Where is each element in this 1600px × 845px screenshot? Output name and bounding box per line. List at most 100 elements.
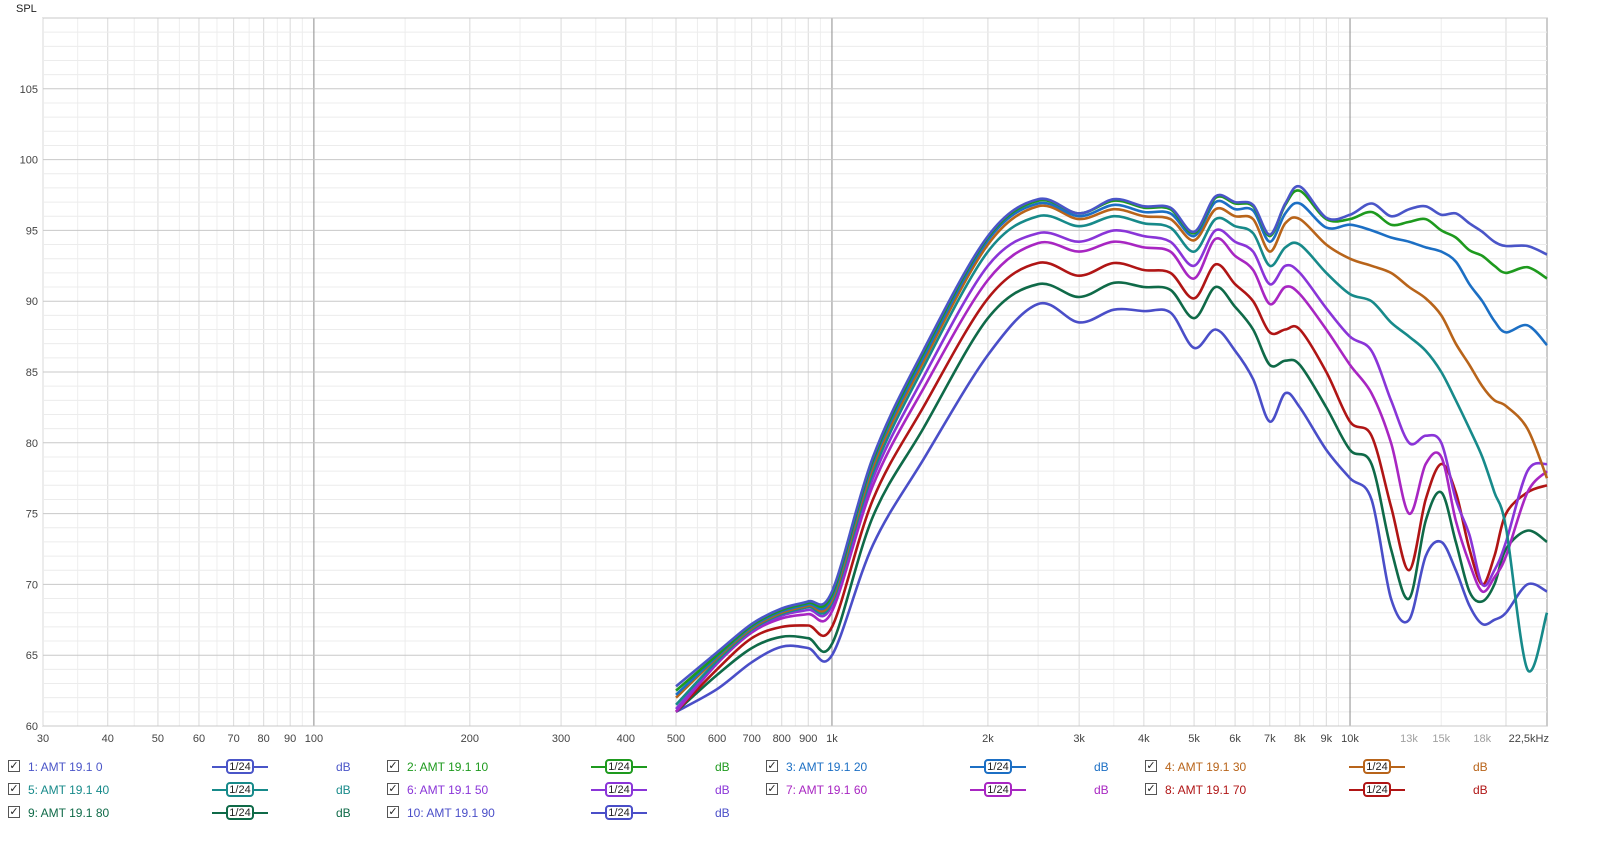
legend-checkbox[interactable]: ✓ — [8, 783, 20, 795]
legend-label[interactable]: 6: AMT 19.1 50 — [407, 783, 489, 797]
legend: ✓ 1: AMT 19.1 0 1/24 dB ✓ 2: AMT 19.1 10 1/24 d… — [0, 752, 1600, 844]
x-tick-label: 500 — [667, 733, 685, 745]
y-tick-label: 75 — [26, 509, 38, 521]
x-tick-label: 300 — [552, 733, 570, 745]
x-tick-label: 15k — [1432, 733, 1450, 745]
smoothing-label: 1/24 — [605, 805, 633, 820]
smoothing-control[interactable]: 1/24 — [1349, 758, 1405, 776]
smoothing-control[interactable]: 1/24 — [212, 781, 268, 799]
x-tick-label: 40 — [102, 733, 114, 745]
legend-label[interactable]: 2: AMT 19.1 10 — [407, 760, 489, 774]
smoothing-label: 1/24 — [984, 759, 1012, 774]
x-tick-label: 400 — [617, 733, 635, 745]
smoothing-label: 1/24 — [226, 782, 254, 797]
y-axis-label: SPL — [16, 3, 37, 15]
smoothing-label: 1/24 — [226, 805, 254, 820]
x-tick-label: 80 — [258, 733, 270, 745]
legend-item: ✓ 8: AMT 19.1 70 1/24 dB — [1137, 779, 1517, 802]
x-tick-label: 100 — [305, 733, 323, 745]
x-tick-label: 900 — [799, 733, 817, 745]
legend-label[interactable]: 7: AMT 19.1 60 — [786, 783, 868, 797]
legend-label[interactable]: 8: AMT 19.1 70 — [1165, 783, 1247, 797]
y-tick-label: 95 — [26, 225, 38, 237]
legend-checkbox[interactable]: ✓ — [1145, 760, 1157, 772]
series-line-10 — [675, 301, 1548, 713]
legend-item: ✓ 1: AMT 19.1 0 1/24 dB — [0, 756, 380, 779]
legend-checkbox[interactable]: ✓ — [766, 760, 778, 772]
x-tick-label: 800 — [773, 733, 791, 745]
y-tick-label: 80 — [26, 438, 38, 450]
legend-unit: dB — [336, 806, 351, 820]
frequency-response-chart: 60 65 70 75 80 85 90 95 100 105 30 40 50 60 70 80 90 100… — [16, 3, 1549, 745]
smoothing-control[interactable]: 1/24 — [591, 781, 647, 799]
legend-unit: dB — [715, 806, 730, 820]
x-tick-label: 10k — [1341, 733, 1359, 745]
legend-item: ✓ 3: AMT 19.1 20 1/24 dB — [758, 756, 1138, 779]
smoothing-label: 1/24 — [984, 782, 1012, 797]
legend-unit: dB — [1094, 760, 1109, 774]
x-tick-label: 60 — [193, 733, 205, 745]
legend-label[interactable]: 9: AMT 19.1 80 — [28, 806, 110, 820]
legend-unit: dB — [1094, 783, 1109, 797]
y-tick-label: 65 — [26, 650, 38, 662]
legend-checkbox[interactable]: ✓ — [1145, 783, 1157, 795]
legend-item: ✓ 4: AMT 19.1 30 1/24 dB — [1137, 756, 1517, 779]
legend-item: ✓ 2: AMT 19.1 10 1/24 dB — [379, 756, 759, 779]
y-tick-labels: 60 65 70 75 80 85 90 95 100 105 — [20, 84, 38, 733]
legend-unit: dB — [715, 783, 730, 797]
x-tick-label: 7k — [1264, 733, 1276, 745]
smoothing-label: 1/24 — [605, 782, 633, 797]
x-tick-label: 2k — [982, 733, 994, 745]
x-tick-label: 50 — [152, 733, 164, 745]
smoothing-control[interactable]: 1/24 — [212, 804, 268, 822]
x-tick-label: 8k — [1294, 733, 1306, 745]
smoothing-control[interactable]: 1/24 — [212, 758, 268, 776]
x-tick-label: 5k — [1188, 733, 1200, 745]
x-tick-label: 30 — [37, 733, 49, 745]
legend-unit: dB — [336, 760, 351, 774]
x-tick-label: 200 — [461, 733, 479, 745]
legend-label[interactable]: 5: AMT 19.1 40 — [28, 783, 110, 797]
smoothing-control[interactable]: 1/24 — [591, 758, 647, 776]
x-tick-label: 13k — [1400, 733, 1418, 745]
x-tick-labels: 30 40 50 60 70 80 90 100 200 300 400 500 600 700 800 90… — [37, 733, 1549, 745]
legend-checkbox[interactable]: ✓ — [387, 806, 399, 818]
y-tick-label: 85 — [26, 367, 38, 379]
legend-unit: dB — [336, 783, 351, 797]
smoothing-control[interactable]: 1/24 — [970, 758, 1026, 776]
x-tick-label: 90 — [284, 733, 296, 745]
legend-label[interactable]: 3: AMT 19.1 20 — [786, 760, 868, 774]
legend-checkbox[interactable]: ✓ — [8, 760, 20, 772]
x-tick-label: 4k — [1138, 733, 1150, 745]
series-line-9 — [675, 281, 1548, 713]
x-tick-label: 18k — [1473, 733, 1491, 745]
x-tick-label: 70 — [228, 733, 240, 745]
x-tick-label: 600 — [708, 733, 726, 745]
smoothing-control[interactable]: 1/24 — [591, 804, 647, 822]
legend-checkbox[interactable]: ✓ — [387, 760, 399, 772]
legend-label[interactable]: 4: AMT 19.1 30 — [1165, 760, 1247, 774]
series-line-7 — [675, 237, 1548, 713]
legend-label[interactable]: 1: AMT 19.1 0 — [28, 760, 103, 774]
legend-item: ✓ 6: AMT 19.1 50 1/24 dB — [379, 779, 759, 802]
legend-label[interactable]: 10: AMT 19.1 90 — [407, 806, 495, 820]
x-tick-label: 1k — [826, 733, 838, 745]
smoothing-label: 1/24 — [1363, 759, 1391, 774]
legend-checkbox[interactable]: ✓ — [387, 783, 399, 795]
legend-item: ✓ 10: AMT 19.1 90 1/24 dB — [379, 802, 759, 825]
smoothing-control[interactable]: 1/24 — [1349, 781, 1405, 799]
y-tick-label: 100 — [20, 155, 38, 167]
smoothing-label: 1/24 — [226, 759, 254, 774]
legend-unit: dB — [1473, 760, 1488, 774]
smoothing-label: 1/24 — [1363, 782, 1391, 797]
legend-item: ✓ 5: AMT 19.1 40 1/24 dB — [0, 779, 380, 802]
series-line-1 — [675, 184, 1548, 688]
smoothing-control[interactable]: 1/24 — [970, 781, 1026, 799]
legend-checkbox[interactable]: ✓ — [8, 806, 20, 818]
legend-unit: dB — [1473, 783, 1488, 797]
x-tick-label: 700 — [743, 733, 761, 745]
legend-item: ✓ 9: AMT 19.1 80 1/24 dB — [0, 802, 380, 825]
y-tick-label: 105 — [20, 84, 38, 96]
x-tick-label: 22,5kHz — [1509, 733, 1549, 745]
legend-checkbox[interactable]: ✓ — [766, 783, 778, 795]
